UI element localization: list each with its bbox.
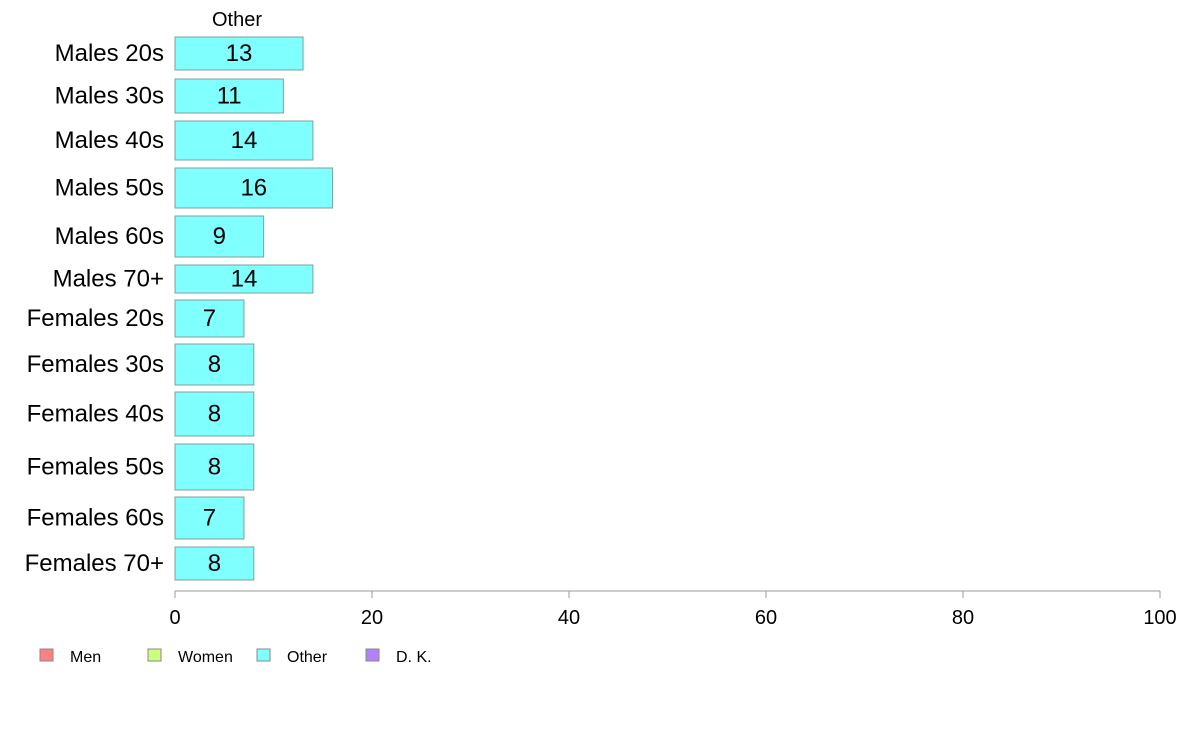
bar [174, 391, 255, 437]
category-label: Males 70+ [53, 266, 164, 293]
category-label: Females 70+ [25, 550, 164, 577]
category-label: Females 50s [27, 454, 164, 481]
x-tick-label: 0 [169, 607, 180, 629]
legend-swatch [256, 648, 271, 662]
category-label: Males 30s [55, 83, 164, 110]
category-labels: Males 20s Males 30s Males 40s Males 50s Male… [25, 40, 164, 577]
category-label: Females 20s [27, 305, 164, 332]
bar [174, 36, 304, 71]
bar [174, 343, 255, 386]
legend-label: Women [178, 649, 233, 666]
category-label: Females 30s [27, 351, 164, 378]
bar [174, 215, 265, 258]
value-label: 8 [208, 550, 221, 577]
bar [174, 443, 255, 491]
x-tick-label: 60 [755, 607, 777, 629]
value-label: 14 [231, 127, 258, 154]
value-label: 11 [217, 83, 242, 110]
value-label: 8 [208, 454, 221, 481]
category-label: Females 60s [27, 505, 164, 532]
value-label: 16 [240, 175, 267, 202]
value-label: 8 [208, 351, 221, 378]
x-axis: 0 20 40 60 80 100 [169, 590, 1177, 629]
legend-swatch [147, 648, 162, 662]
bar [174, 264, 314, 294]
legend-label: D. K. [396, 649, 432, 666]
bar [174, 299, 245, 338]
category-label: Males 20s [55, 40, 164, 67]
category-label: Males 40s [55, 127, 164, 154]
legend-label: Other [287, 649, 328, 666]
value-label: 13 [226, 40, 253, 67]
bar [174, 546, 255, 581]
value-label: 14 [231, 266, 258, 293]
legend-swatch [39, 648, 54, 662]
legend: Men Women Other D. K. [39, 648, 432, 666]
x-tick-label: 100 [1143, 607, 1176, 629]
bar [174, 496, 245, 540]
x-tick-label: 40 [558, 607, 580, 629]
panel-title: Other [212, 9, 262, 31]
value-label: 7 [203, 305, 216, 332]
bars-layer [174, 36, 334, 581]
bar [174, 120, 314, 161]
value-label: 7 [203, 505, 216, 532]
category-label: Males 60s [55, 223, 164, 250]
bar [174, 167, 334, 209]
category-label: Females 40s [27, 401, 164, 428]
legend-swatch [365, 648, 380, 662]
category-label: Males 50s [55, 175, 164, 202]
value-label: 9 [213, 223, 226, 250]
legend-label: Men [70, 649, 101, 666]
x-tick-label: 80 [952, 607, 974, 629]
value-label: 8 [208, 401, 221, 428]
x-tick-label: 20 [361, 607, 383, 629]
bar [174, 78, 284, 114]
